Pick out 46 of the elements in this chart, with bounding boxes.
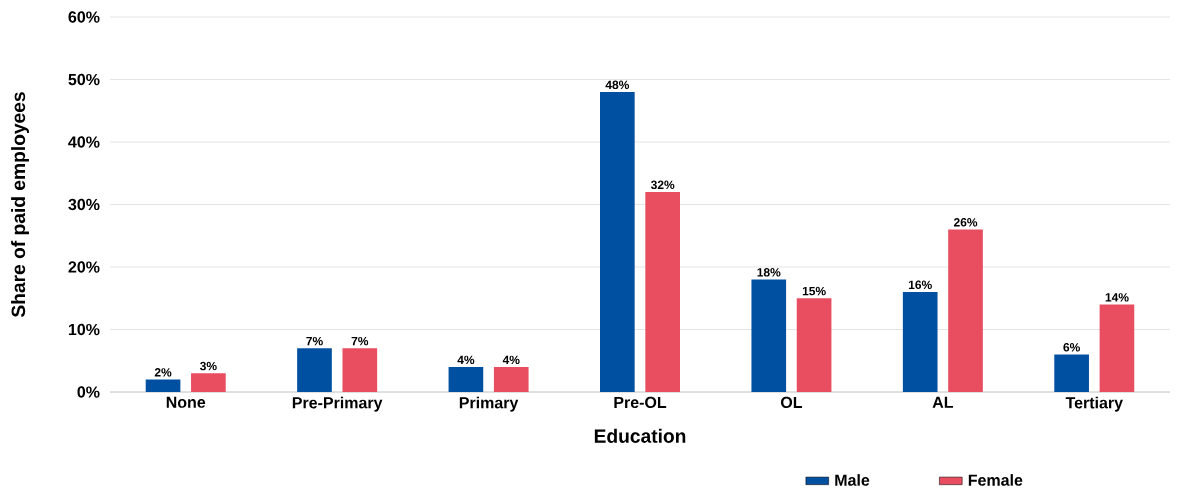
bar bbox=[645, 192, 680, 392]
bar bbox=[342, 348, 378, 392]
data-label: 48% bbox=[605, 80, 630, 90]
legend-label: Male bbox=[835, 474, 870, 486]
x-tick-label: Primary bbox=[459, 396, 519, 412]
bar bbox=[902, 292, 938, 392]
data-label: 6% bbox=[1063, 343, 1080, 352]
data-label: 3% bbox=[199, 361, 217, 371]
y-tick-label: 50% bbox=[68, 73, 100, 86]
data-label: 15% bbox=[802, 286, 826, 296]
x-tick-label: Tertiary bbox=[1065, 396, 1123, 412]
y-tick-label: 20% bbox=[68, 261, 100, 273]
bar bbox=[948, 229, 983, 392]
y-tick-label: 0% bbox=[77, 386, 100, 398]
bar bbox=[145, 379, 181, 392]
x-tick-label: None bbox=[166, 396, 206, 408]
bar bbox=[600, 92, 635, 392]
y-tick-label: 30% bbox=[68, 198, 100, 211]
data-label: 7% bbox=[351, 336, 369, 346]
x-tick-label: AL bbox=[932, 396, 954, 408]
bar bbox=[297, 348, 332, 392]
bar bbox=[1099, 304, 1135, 392]
data-label: 4% bbox=[502, 355, 520, 365]
x-axis-title: Education bbox=[594, 428, 686, 443]
bar bbox=[493, 367, 529, 392]
x-tick-label: OL bbox=[780, 396, 803, 409]
data-label: 7% bbox=[306, 336, 323, 346]
data-label: 4% bbox=[457, 355, 475, 365]
data-label: 2% bbox=[154, 368, 172, 377]
x-tick-label: Pre-Primary bbox=[292, 396, 383, 412]
bar bbox=[448, 367, 484, 392]
bar bbox=[796, 298, 832, 392]
data-label: 32% bbox=[650, 180, 675, 190]
y-tick-label: 40% bbox=[68, 136, 100, 148]
bar bbox=[1054, 354, 1089, 392]
y-tick-label: 10% bbox=[68, 323, 100, 336]
data-label: 26% bbox=[953, 218, 978, 227]
y-tick-label: 60% bbox=[68, 11, 100, 23]
data-label: 14% bbox=[1105, 293, 1129, 302]
data-label: 16% bbox=[908, 280, 932, 290]
bar bbox=[191, 373, 226, 392]
legend-label: Female bbox=[968, 474, 1023, 486]
bar bbox=[751, 279, 787, 392]
data-label: 18% bbox=[757, 268, 781, 277]
x-tick-label: Pre-OL bbox=[614, 396, 667, 409]
y-axis-title: Share of paid employees bbox=[11, 92, 29, 318]
